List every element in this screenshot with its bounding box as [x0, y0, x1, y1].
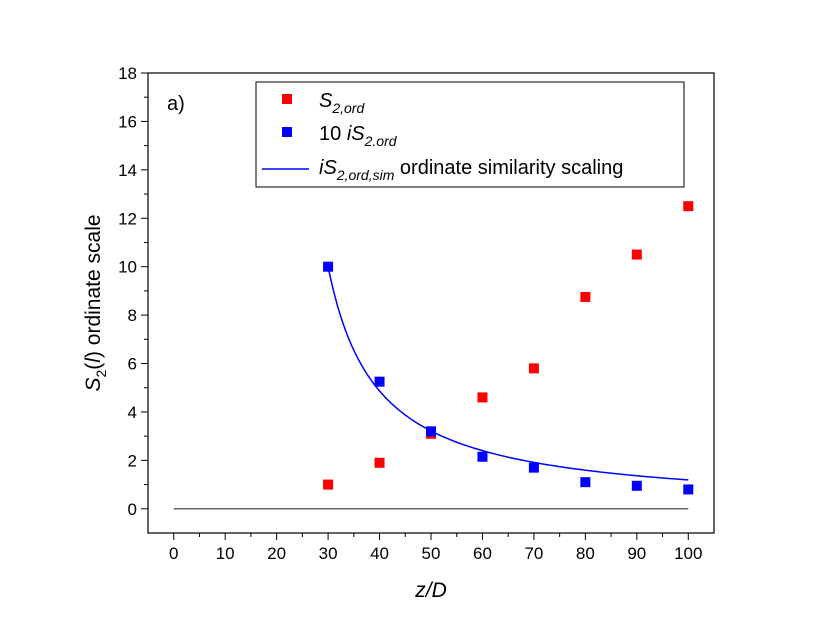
s2ord-point: [631, 249, 642, 260]
is2ord-point: [426, 426, 436, 437]
s2ord-point: [528, 363, 539, 374]
is2ord-point: [580, 477, 591, 488]
y-axis-title-rest: ordinate scale: [82, 214, 105, 351]
y-tick-label: 8: [128, 306, 137, 325]
x-tick-label: 40: [370, 544, 389, 563]
s2ord-point: [323, 479, 334, 490]
x-tick-label: 100: [674, 544, 702, 563]
y-tick-label: 10: [118, 258, 137, 277]
y-tick-label: 18: [118, 64, 137, 83]
x-tick-label: 30: [319, 544, 338, 563]
legend-entry-similarity-scaling: iS2,ord,sim ordinate similarity scaling: [319, 157, 623, 183]
legend: S2,ord 10 iS2.ord iS2,ord,sim ordinate s…: [255, 81, 685, 188]
legend-entry-10is2ord: 10 iS2.ord: [319, 123, 398, 149]
y-tick-label: 0: [128, 500, 137, 519]
y-tick-label: 4: [128, 403, 137, 422]
is2ord-point: [528, 462, 539, 473]
y-tick-label: 12: [118, 209, 137, 228]
is2ord-point: [323, 261, 334, 272]
y-tick-label: 14: [118, 161, 137, 180]
x-tick-label: 20: [267, 544, 286, 563]
x-tick-label: 10: [216, 544, 235, 563]
y-axis-title-main: S: [82, 378, 105, 392]
is2ord-point: [374, 376, 385, 387]
panel-label: a): [167, 93, 185, 115]
s2ord-point: [477, 392, 488, 403]
is2ord-point: [631, 480, 642, 491]
y-tick-label: 6: [128, 355, 137, 374]
legend-swatch-blue-square: [282, 127, 292, 137]
s2ord-point: [683, 201, 694, 212]
x-tick-label: 0: [169, 544, 178, 563]
is2ord-point: [683, 484, 694, 495]
x-tick-label: 90: [627, 544, 646, 563]
x-tick-label: 60: [473, 544, 492, 563]
y-axis-title-open: (: [82, 363, 105, 370]
similarity-scaling-curve: [327, 266, 689, 481]
legend-swatch-red-square: [282, 94, 292, 104]
s2ord-point: [374, 457, 385, 468]
x-tick-label: 70: [524, 544, 543, 563]
x-tick-label: 50: [422, 544, 441, 563]
is2ord-point: [477, 451, 488, 462]
y-tick-label: 2: [128, 451, 137, 470]
x-axis-title: z/D: [414, 579, 447, 602]
y-axis-title-var: l: [82, 357, 105, 363]
x-tick-label: 80: [576, 544, 595, 563]
y-axis-title: S2(l) ordinate scale: [82, 214, 109, 391]
legend-entry-s2ord: S2,ord: [319, 90, 365, 116]
y-tick-label: 16: [118, 112, 137, 131]
y-axis-title-close: ): [82, 351, 105, 358]
s2ord-point: [580, 291, 591, 302]
y-axis-title-sub: 2: [93, 370, 109, 378]
legend-box: [255, 81, 685, 188]
